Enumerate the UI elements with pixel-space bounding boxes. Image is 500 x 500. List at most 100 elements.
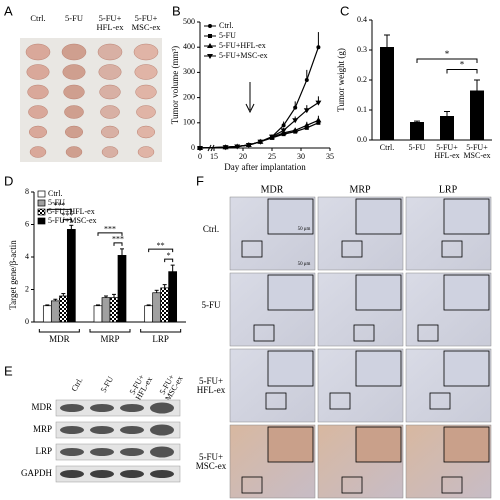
x-tick-label: 25 xyxy=(268,152,276,161)
inset-zoom xyxy=(267,350,314,387)
blot-band xyxy=(150,470,174,478)
series-line xyxy=(199,102,319,149)
group-bracket xyxy=(89,329,131,333)
group-bracket xyxy=(140,329,182,333)
inset-zoom xyxy=(443,426,490,463)
y-tick-label: 0.3 xyxy=(357,45,367,54)
y-tick-label: 8 xyxy=(25,187,29,196)
x-tick-label: 35 xyxy=(326,152,334,161)
blot-band xyxy=(150,402,174,414)
tumor xyxy=(135,84,157,100)
tumor xyxy=(61,43,87,61)
significance-bracket xyxy=(148,248,174,253)
row-label-box: 5-FU xyxy=(201,301,221,310)
x-tick-label: 15 xyxy=(210,152,218,161)
blot-strip xyxy=(55,443,181,461)
x-axis-label: Day after implantation xyxy=(224,162,306,172)
tumor xyxy=(97,43,123,61)
group-label-box: 5-FU+ MSC-ex xyxy=(132,14,161,31)
x-tick-label: 5-FU xyxy=(408,144,426,152)
bar xyxy=(380,47,394,140)
y-axis-label: Tumor volume (mm³) xyxy=(170,46,180,124)
legend-label: 5-FU+MSC-ex xyxy=(219,51,268,60)
tumor xyxy=(26,64,50,80)
marker xyxy=(315,117,322,123)
marker xyxy=(257,139,264,145)
inset-box xyxy=(253,324,275,342)
legend-label: 5-FU+MSC-ex xyxy=(48,216,97,225)
legend-marker xyxy=(207,43,213,48)
inset-zoom xyxy=(267,274,314,311)
inset-zoom xyxy=(443,274,490,311)
row-label: 5-FU xyxy=(201,301,221,310)
band-label: GAPDH xyxy=(21,468,53,478)
tumor xyxy=(134,64,158,80)
legend-label: 5-FU xyxy=(48,198,65,207)
inset-zoom xyxy=(267,198,314,235)
blot-band xyxy=(60,448,84,456)
bar xyxy=(117,255,127,323)
inset-zoom xyxy=(355,274,402,311)
panel-label: A xyxy=(4,3,13,18)
legend-swatch xyxy=(37,217,46,225)
blot-band xyxy=(120,404,144,412)
inset-box xyxy=(441,240,463,258)
marker xyxy=(303,108,310,114)
legend-marker xyxy=(208,34,212,38)
blot-band xyxy=(60,404,84,412)
y-tick-label: 100 xyxy=(183,118,195,127)
significance-label: * xyxy=(445,49,450,59)
band-label: LRP xyxy=(35,446,52,456)
group-label: 5-FU+ HFL-ex xyxy=(96,14,124,32)
significance-label: *** xyxy=(61,211,73,220)
inset-zoom xyxy=(355,350,402,387)
bar xyxy=(101,297,111,323)
y-axis-label: Target gene/β-actin xyxy=(8,240,18,310)
tumor xyxy=(133,43,159,61)
y-tick-label: 300 xyxy=(183,67,195,76)
panel-label: E xyxy=(4,363,13,378)
y-tick-label: 2 xyxy=(25,284,29,293)
marker xyxy=(281,123,286,128)
bar xyxy=(144,305,154,323)
x-tick-label: 5-FU+ HFL-ex xyxy=(434,144,460,160)
legend-label: Ctrl. xyxy=(48,189,62,198)
tumor xyxy=(100,125,120,139)
y-tick-label: 0.1 xyxy=(357,105,367,114)
column-label: MRP xyxy=(349,184,371,195)
tumor xyxy=(65,146,83,158)
band-label: MDR xyxy=(31,402,52,412)
panel-label: B xyxy=(172,3,181,18)
significance-label: *** xyxy=(112,235,124,244)
tumor xyxy=(136,125,156,139)
significance-bracket xyxy=(62,218,72,223)
bar xyxy=(152,292,162,323)
significance-label: * xyxy=(167,251,171,260)
marker xyxy=(303,122,310,128)
tumor xyxy=(62,64,86,80)
marker xyxy=(197,146,203,151)
group-label-box: Ctrl. xyxy=(30,14,45,22)
y-tick-label: 0.2 xyxy=(357,75,367,84)
legend-swatch xyxy=(37,208,46,216)
tumor xyxy=(64,125,84,139)
x-tick-label: 30 xyxy=(297,152,305,161)
bar xyxy=(66,229,76,323)
y-tick-label: 0 xyxy=(25,317,29,326)
legend-swatch xyxy=(37,190,46,198)
blot-band xyxy=(90,448,114,456)
marker xyxy=(292,127,299,133)
inset-zoom xyxy=(267,426,314,463)
column-label: LRP xyxy=(439,184,458,195)
bar xyxy=(440,116,454,140)
x-tick-label-box: Ctrl. xyxy=(380,144,394,152)
band-label: MRP xyxy=(33,424,52,434)
inset-box xyxy=(341,476,363,494)
x-tick-label: 5-FU+ MSC-ex xyxy=(463,144,491,160)
bar xyxy=(93,305,103,323)
blot-strip xyxy=(55,421,181,439)
inset-zoom xyxy=(355,198,402,235)
legend-label: 5-FU+HFL-ex xyxy=(219,41,266,50)
x-tick-label: 0 xyxy=(198,152,202,161)
